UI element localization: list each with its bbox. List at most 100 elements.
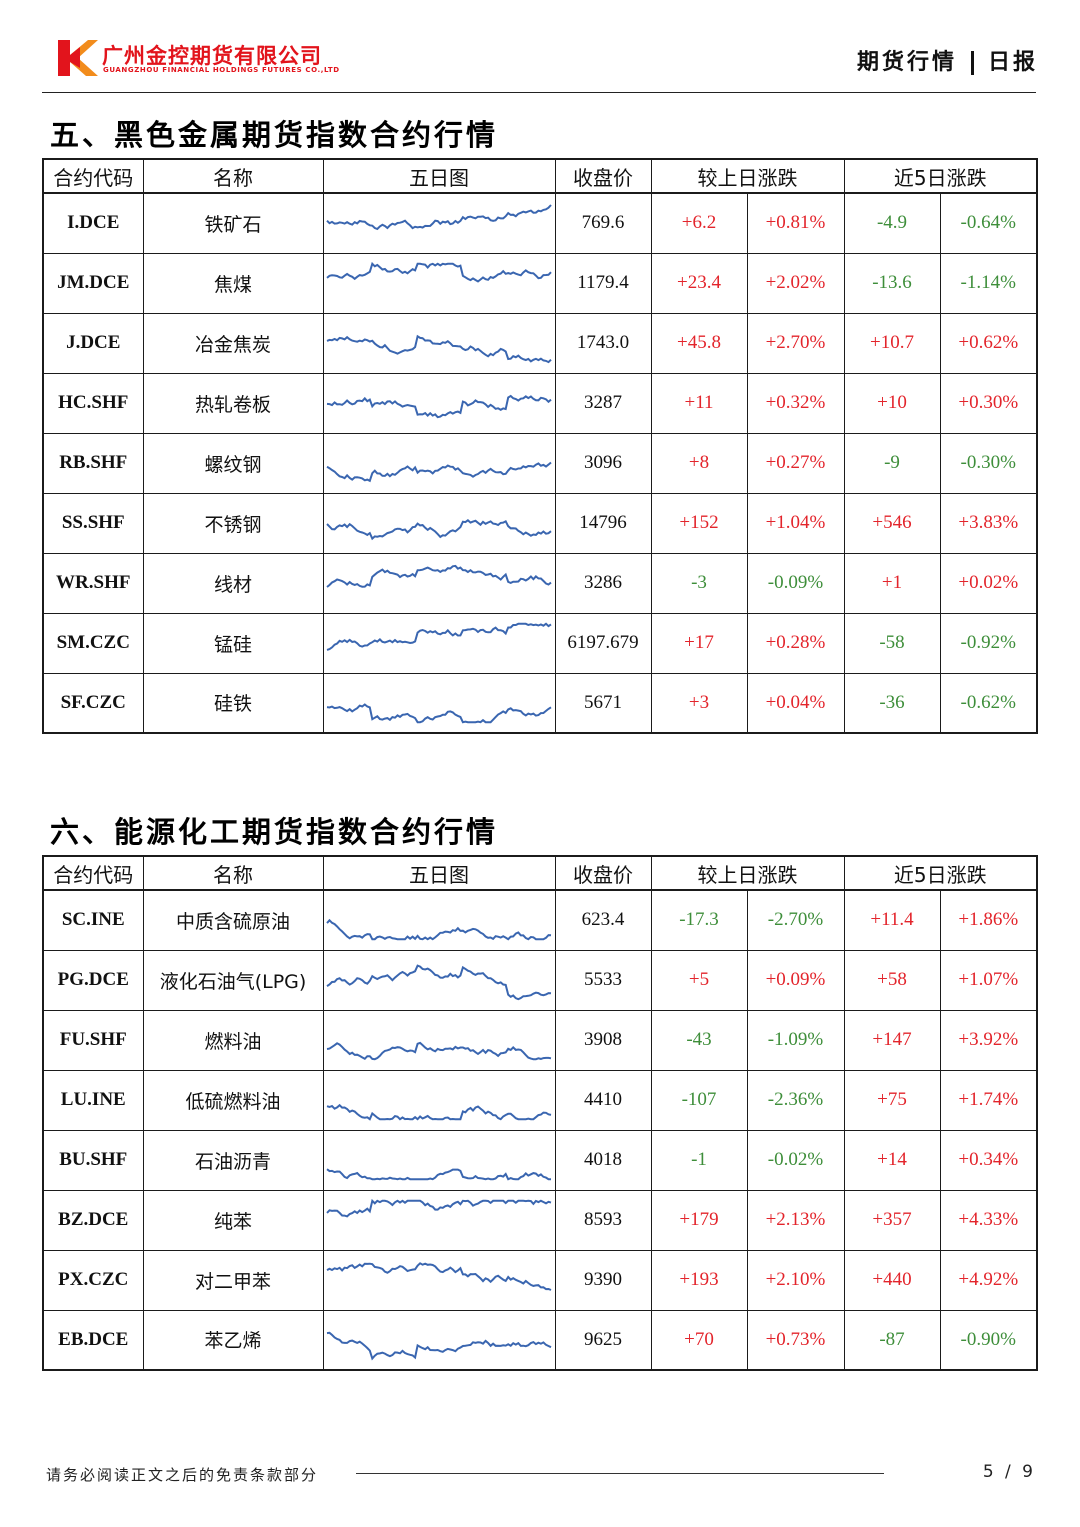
- five-day-sparkline: [322, 889, 556, 951]
- day-change-percent: +0.81%: [746, 192, 845, 254]
- five-day-change-percent: -0.30%: [939, 432, 1038, 494]
- contract-name: 螺纹钢: [142, 432, 324, 494]
- contract-name: 线材: [142, 552, 324, 614]
- close-price: 3096: [554, 432, 652, 494]
- col-header-name: 名称: [142, 158, 324, 194]
- table-row: RB.SHF 螺纹钢 3096 +8 +0.27% -9 -0.30%: [42, 432, 1038, 494]
- contract-code: SM.CZC: [42, 612, 144, 674]
- day-change-value: -43: [650, 1009, 748, 1071]
- close-price: 769.6: [554, 192, 652, 254]
- close-price: 3287: [554, 372, 652, 434]
- sparkline-series: [326, 1262, 551, 1291]
- col-header-day-change: 较上日涨跌: [650, 158, 845, 194]
- table-row: I.DCE 铁矿石 769.6 +6.2 +0.81% -4.9 -0.64%: [42, 192, 1038, 254]
- five-day-change-value: +147: [843, 1009, 941, 1071]
- day-change-value: +152: [650, 492, 748, 554]
- contract-name: 冶金焦炭: [142, 312, 324, 374]
- day-change-percent: +0.04%: [746, 672, 845, 734]
- section-title-energy-chemicals: 六、能源化工期货指数合约行情: [50, 815, 499, 849]
- close-price: 5533: [554, 949, 652, 1011]
- day-change-value: +5: [650, 949, 748, 1011]
- day-change-percent: -0.09%: [746, 552, 845, 614]
- sparkline-chart: [325, 919, 551, 941]
- sparkline-series: [325, 519, 552, 541]
- contract-code: BZ.DCE: [42, 1189, 144, 1251]
- sparkline-chart: [325, 564, 552, 588]
- five-day-change-percent: +1.07%: [939, 949, 1038, 1011]
- sparkline-chart: [325, 204, 552, 231]
- sparkline-series: [325, 1168, 551, 1181]
- contract-name: 石油沥青: [142, 1129, 324, 1191]
- contract-code: RB.SHF: [42, 432, 144, 494]
- contract-name: 不锈钢: [142, 492, 324, 554]
- col-header-code: 合约代码: [42, 855, 144, 891]
- five-day-sparkline: [322, 1129, 556, 1191]
- footer-divider: [356, 1473, 884, 1474]
- col-header-day-change: 较上日涨跌: [650, 855, 845, 891]
- close-price: 4410: [554, 1069, 652, 1131]
- five-day-change-percent: -1.14%: [939, 252, 1038, 314]
- five-day-change-value: +14: [843, 1129, 941, 1191]
- sparkline-series: [326, 1041, 551, 1061]
- table-row: LU.INE 低硫燃料油 4410 -107 -2.36% +75 +1.74%: [42, 1069, 1038, 1131]
- footer-disclaimer: 请务必阅读正文之后的免责条款部分: [46, 1466, 319, 1484]
- contract-code: SS.SHF: [42, 492, 144, 554]
- contract-name: 中质含硫原油: [142, 889, 324, 951]
- five-day-sparkline: [322, 1069, 556, 1131]
- sparkline-series: [325, 919, 551, 941]
- five-day-sparkline: [322, 949, 556, 1011]
- sparkline-series: [325, 1198, 551, 1218]
- sparkline-series: [326, 622, 552, 651]
- five-day-change-value: -87: [843, 1309, 941, 1371]
- close-price: 5671: [554, 672, 652, 734]
- sparkline-series: [325, 261, 552, 283]
- five-day-change-percent: +0.30%: [939, 372, 1038, 434]
- five-day-change-value: +440: [843, 1249, 941, 1311]
- contract-code: LU.INE: [42, 1069, 144, 1131]
- five-day-change-percent: -0.90%: [939, 1309, 1038, 1371]
- sparkline-series: [326, 1103, 551, 1121]
- col-header-chart: 五日图: [322, 855, 556, 891]
- day-change-value: +23.4: [650, 252, 748, 314]
- five-day-change-percent: +3.83%: [939, 492, 1038, 554]
- day-change-value: +45.8: [650, 312, 748, 374]
- five-day-change-percent: +1.86%: [939, 889, 1038, 951]
- five-day-sparkline: [322, 1009, 556, 1071]
- five-day-change-percent: +4.33%: [939, 1189, 1038, 1251]
- five-day-change-value: -58: [843, 612, 941, 674]
- day-change-value: -17.3: [650, 889, 748, 951]
- close-price: 623.4: [554, 889, 652, 951]
- day-change-value: -107: [650, 1069, 748, 1131]
- five-day-change-percent: -0.62%: [939, 672, 1038, 734]
- sparkline-chart: [325, 964, 551, 1001]
- report-type: 期货行情: [856, 50, 957, 75]
- company-name-en: GUANGZHOU FINANCIAL HOLDINGS FUTURES CO.…: [103, 66, 340, 74]
- five-day-change-value: +1: [843, 552, 941, 614]
- sparkline-chart: [325, 1198, 551, 1218]
- day-change-percent: -2.70%: [746, 889, 845, 951]
- contract-code: WR.SHF: [42, 552, 144, 614]
- five-day-change-value: +11.4: [843, 889, 941, 951]
- contract-code: J.DCE: [42, 312, 144, 374]
- five-day-sparkline: [322, 552, 556, 614]
- col-header-close: 收盘价: [554, 855, 652, 891]
- day-change-percent: +0.28%: [746, 612, 845, 674]
- contract-code: JM.DCE: [42, 252, 144, 314]
- day-change-percent: +0.27%: [746, 432, 845, 494]
- day-change-value: +179: [650, 1189, 748, 1251]
- five-day-change-value: +75: [843, 1069, 941, 1131]
- contract-name: 热轧卷板: [142, 372, 324, 434]
- five-day-change-value: -13.6: [843, 252, 941, 314]
- table-body: I.DCE 铁矿石 769.6 +6.2 +0.81% -4.9 -0.64% JM.DCE 焦…: [42, 192, 1038, 734]
- five-day-change-value: -36: [843, 672, 941, 734]
- close-price: 3908: [554, 1009, 652, 1071]
- five-day-sparkline: [322, 372, 556, 434]
- contract-name: 纯苯: [142, 1189, 324, 1251]
- sparkline-series: [325, 964, 551, 1001]
- table-row: PG.DCE 液化石油气(LPG) 5533 +5 +0.09% +58 +1.07%: [42, 949, 1038, 1011]
- table-row: SF.CZC 硅铁 5671 +3 +0.04% -36 -0.62%: [42, 672, 1038, 734]
- sparkline-chart: [325, 261, 552, 283]
- contract-name: 锰硅: [142, 612, 324, 674]
- sparkline-series: [326, 702, 552, 724]
- table-row: WR.SHF 线材 3286 -3 -0.09% +1 +0.02%: [42, 552, 1038, 614]
